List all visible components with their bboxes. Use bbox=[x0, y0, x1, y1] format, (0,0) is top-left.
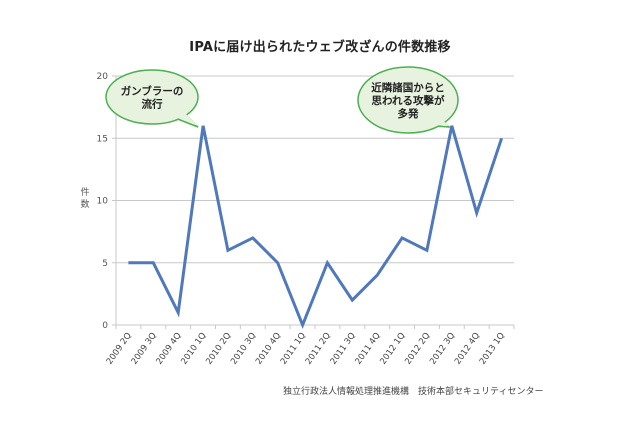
y-tick-label: 15 bbox=[97, 134, 108, 144]
source-credit: 独立行政法人情報処理推進機構 技術本部セキュリティセンター bbox=[283, 387, 544, 397]
data-series-line bbox=[128, 125, 504, 330]
y-axis-label-char: 数 bbox=[80, 200, 90, 210]
callout-text: 多発 bbox=[398, 107, 419, 120]
chart-title: IPAに届け出られたウェブ改ざんの件数推移 bbox=[189, 40, 451, 55]
y-tick-label: 0 bbox=[102, 321, 108, 331]
y-tick-label: 5 bbox=[102, 259, 108, 269]
y-tick-label: 10 bbox=[97, 197, 109, 207]
callout-text: 近隣諸国からと bbox=[371, 81, 445, 94]
y-axis-label: 件 数 bbox=[79, 187, 91, 211]
callout-text: 思われる攻撃が bbox=[372, 94, 445, 107]
y-axis-label-char: 件 bbox=[80, 188, 90, 198]
y-tick-label: 20 bbox=[97, 72, 109, 82]
callout-text: 流行 bbox=[142, 98, 163, 111]
callout-bubble bbox=[357, 66, 459, 134]
callout-bubble bbox=[105, 69, 199, 125]
x-tick-label: 2013 1Q bbox=[478, 331, 507, 367]
callout-text: ガンブラーの bbox=[121, 85, 184, 98]
